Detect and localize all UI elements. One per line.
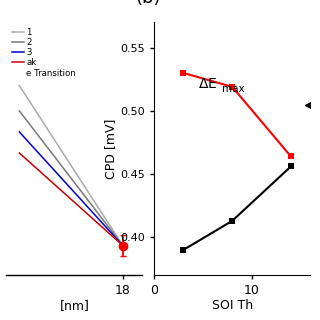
Text: (b): (b)	[135, 0, 161, 7]
Legend: 1, 2, 3, ak, e Transition: 1, 2, 3, ak, e Transition	[11, 27, 77, 79]
Text: max: max	[222, 84, 245, 94]
X-axis label: [nm]: [nm]	[60, 299, 89, 312]
Y-axis label: CPD [mV]: CPD [mV]	[105, 119, 117, 179]
X-axis label: SOI Th: SOI Th	[212, 299, 253, 312]
Text: $\Delta$E: $\Delta$E	[198, 77, 217, 91]
